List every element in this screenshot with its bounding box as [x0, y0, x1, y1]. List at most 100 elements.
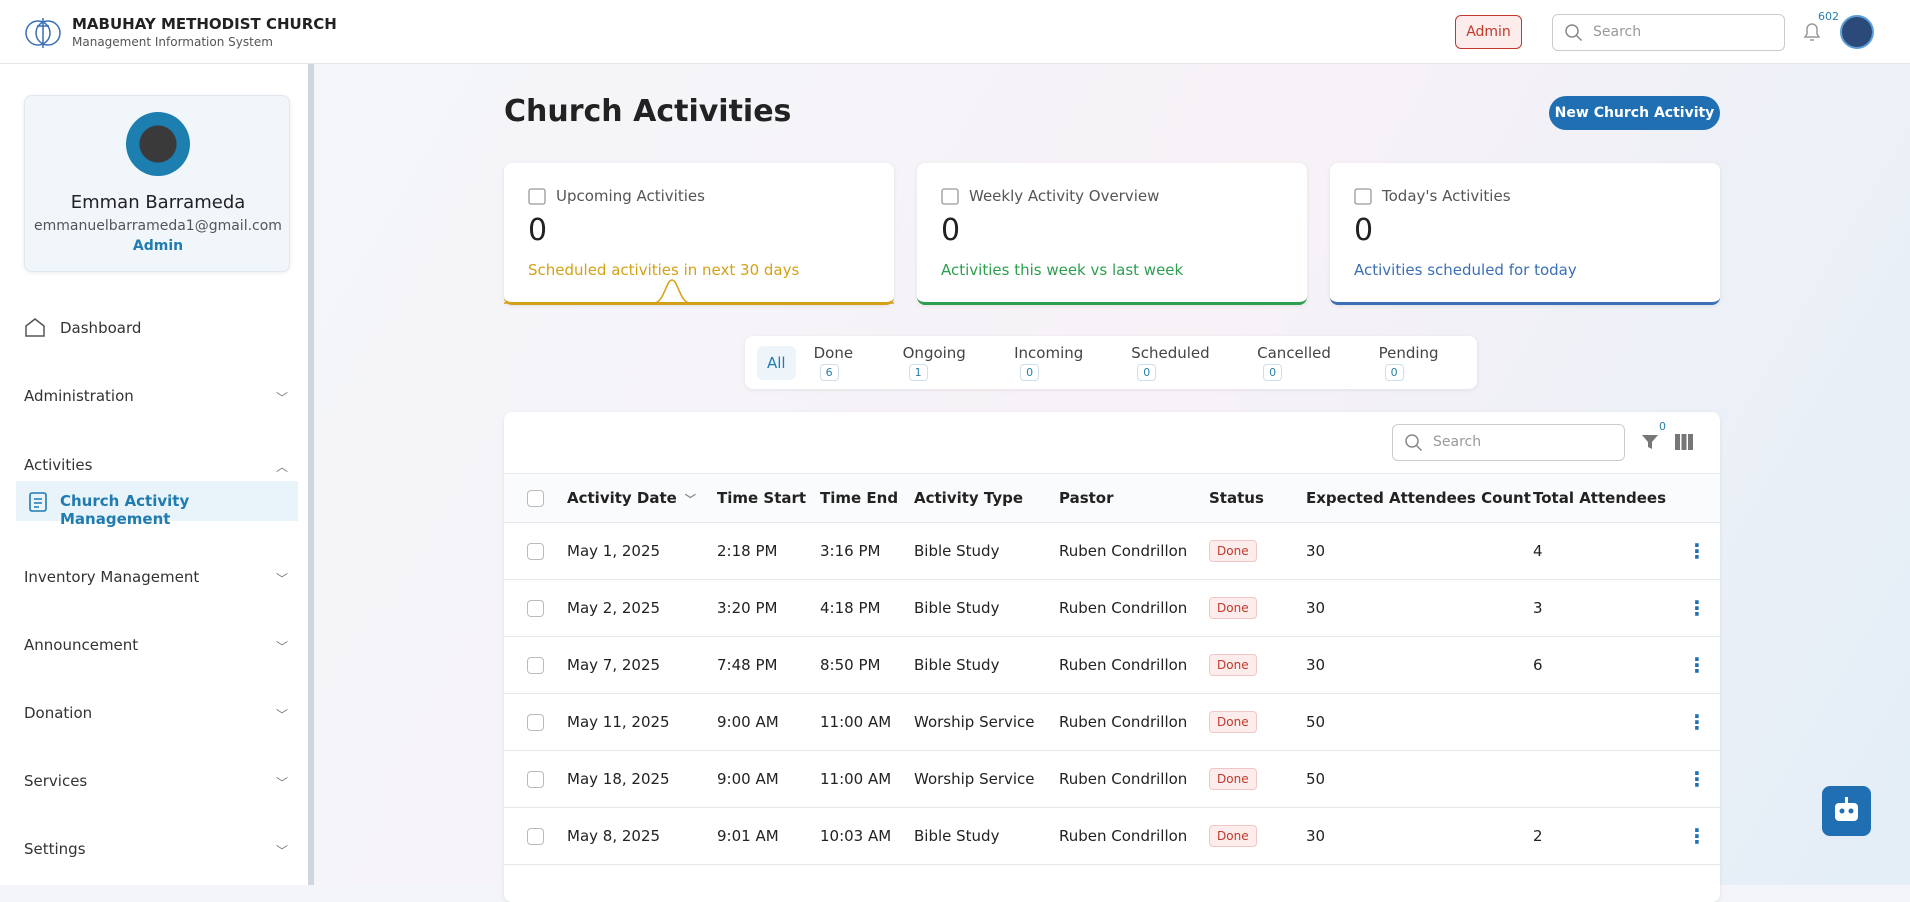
status-badge: Done — [1209, 711, 1257, 733]
checkbox-cell — [504, 637, 567, 694]
search[interactable]: Search — [1552, 14, 1785, 51]
cell: 30 — [1306, 542, 1326, 560]
avatar[interactable] — [1840, 15, 1874, 49]
cell: 50 — [1306, 713, 1326, 731]
card-icon — [1354, 188, 1372, 205]
checkbox[interactable] — [527, 489, 544, 507]
card-caption: Activities this week vs last week — [941, 261, 1184, 279]
status-tabs: All Done6 Ongoing1 Incoming 0 Scheduled0 Cance… — [745, 336, 1477, 389]
cell: 6 — [1533, 656, 1543, 674]
card-title: Weekly Activity Overview — [969, 187, 1160, 205]
row-menu[interactable]: ⋮ — [1687, 539, 1707, 563]
checkbox-cell — [504, 751, 567, 808]
row-menu[interactable]: ⋮ — [1687, 653, 1707, 677]
nav-subitem-active[interactable]: Church Activity Management — [16, 481, 298, 528]
column-header: Total Attendees — [1533, 489, 1667, 507]
tab[interactable]: Pending 0 — [1369, 336, 1469, 389]
checkbox-cell — [504, 694, 567, 751]
column-header: Time Start — [717, 489, 807, 507]
cell: May 7, 2025 — [567, 656, 661, 674]
table-row: May 1, 2025 2:18 PM 3:16 PM Bible Study Rube… — [504, 523, 1720, 580]
cell: Ruben Condrillon — [1059, 770, 1188, 788]
status-badge: Done — [1209, 540, 1257, 562]
cell: Done — [1209, 751, 1306, 808]
cell: 3:20 PM — [717, 599, 778, 617]
cell: 9:01 AM — [717, 827, 779, 845]
nav-item[interactable]: Activities ︿ — [24, 456, 288, 474]
cell: 2:18 PM — [717, 542, 778, 560]
row-menu[interactable]: ⋮ — [1687, 767, 1707, 791]
card-title: Today's Activities — [1382, 187, 1511, 205]
cell: Bible Study — [914, 542, 1000, 560]
notification-count: 602 — [1818, 10, 1839, 23]
nav-item[interactable]: Administration ﹀ — [24, 387, 288, 405]
nav-item[interactable]: Dashboard — [24, 318, 288, 337]
status-badge: Done — [1209, 654, 1257, 676]
chevron: ﹀ — [275, 708, 288, 722]
nav-item[interactable]: Donation ﹀ — [24, 704, 288, 722]
tab[interactable]: Done 6 — [804, 336, 885, 389]
tab[interactable]: Incoming 0 — [1004, 336, 1113, 389]
cell: Done — [1209, 637, 1306, 694]
cell: 4:18 PM — [820, 599, 881, 617]
stat-card: Upcoming Activities 0 Scheduled activities… — [504, 163, 894, 305]
stat-card: Weekly Activity Overview 0 Activities this… — [917, 163, 1307, 305]
profile-role: Admin — [132, 238, 184, 254]
filter-icon[interactable] — [1640, 432, 1660, 452]
tab[interactable]: All — [757, 345, 796, 380]
cell: Ruben Condrillon — [1059, 542, 1188, 560]
tab-count: 0 — [1020, 364, 1040, 381]
cell: 50 — [1306, 770, 1326, 788]
nav-item[interactable]: Announcement ﹀ — [24, 636, 288, 654]
cell: 3 — [1533, 599, 1543, 617]
columns-icon[interactable] — [1674, 433, 1694, 451]
row-menu[interactable]: ⋮ — [1687, 710, 1707, 734]
org-name: MABUHAY METHODIST CHURCH — [72, 15, 337, 33]
table-row: May 18, 2025 9:00 AM 11:00 AM Worship Servi… — [504, 751, 1720, 808]
row-menu[interactable]: ⋮ — [1687, 596, 1707, 620]
nav-subitem-label: Church Activity Management — [60, 492, 190, 528]
table-row: May 2, 2025 3:20 PM 4:18 PM Bible Study Rube… — [504, 580, 1720, 637]
cell: May 8, 2025 — [567, 827, 661, 845]
cell: Ruben Condrillon — [1059, 713, 1188, 731]
checkbox[interactable] — [527, 599, 544, 617]
chatbot-button[interactable] — [1822, 786, 1871, 836]
checkbox[interactable] — [527, 656, 544, 674]
cell: 3:16 PM — [820, 542, 881, 560]
tab[interactable]: Ongoing 1 — [893, 336, 996, 389]
bell-icon[interactable] — [1801, 20, 1823, 44]
status-badge: Done — [1209, 768, 1257, 790]
tab-count: 0 — [1263, 364, 1283, 381]
tab-count: 0 — [1384, 364, 1404, 381]
activity-table: Activity Date ﹀ Time Start Time End Activity… — [504, 473, 1720, 865]
cell: Ruben Condrillon — [1059, 656, 1188, 674]
chevron: ﹀ — [275, 572, 288, 586]
nav-item[interactable]: Settings ﹀ — [24, 840, 288, 858]
table-search[interactable]: Search — [1392, 424, 1625, 461]
table-panel: Search 0 Activity Date ﹀ Time Start Time En… — [504, 412, 1720, 902]
header: MABUHAY METHODIST CHURCH Management Info… — [0, 0, 1910, 64]
logo — [25, 18, 61, 48]
checkbox[interactable] — [527, 542, 544, 560]
checkbox[interactable] — [527, 770, 544, 788]
tab[interactable]: Scheduled 0 — [1121, 336, 1239, 389]
role-badge[interactable]: Admin — [1455, 15, 1522, 49]
tab-label: Incoming — [1014, 344, 1084, 362]
row-menu[interactable]: ⋮ — [1687, 824, 1707, 848]
cell: Done — [1209, 694, 1306, 751]
nav-item[interactable]: Inventory Management ﹀ — [24, 568, 288, 586]
checkbox[interactable] — [527, 713, 544, 731]
sort-icon: ﹀ — [684, 493, 696, 506]
tab-label: Ongoing — [902, 344, 966, 362]
nav-item[interactable]: Services ﹀ — [24, 772, 288, 790]
profile-photo — [126, 112, 190, 176]
chevron: ﹀ — [275, 640, 288, 654]
cell: 30 — [1306, 599, 1326, 617]
tab[interactable]: Cancelled 0 — [1247, 336, 1360, 389]
profile-email: emmanuelbarrameda1@gmail.com — [34, 218, 282, 234]
checkbox[interactable] — [527, 827, 544, 845]
status-badge: Done — [1209, 825, 1257, 847]
robot-icon — [1835, 797, 1858, 821]
sparkline — [504, 279, 894, 304]
new-activity-button[interactable]: New Church Activity — [1549, 96, 1720, 130]
